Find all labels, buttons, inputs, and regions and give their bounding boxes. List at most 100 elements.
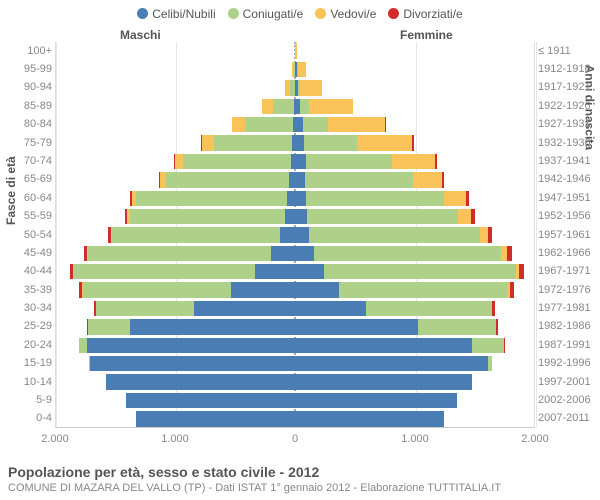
bar-female-divorziati — [385, 117, 386, 132]
bar-female-divorziati — [412, 135, 413, 150]
bar-female-vedovi — [296, 43, 297, 58]
age-row — [56, 263, 534, 281]
x-tick-label: 2.000 — [521, 433, 549, 445]
legend: Celibi/NubiliConiugati/eVedovi/eDivorzia… — [0, 6, 600, 21]
bar-female-celibi — [296, 227, 309, 242]
bar-female-coniugati — [303, 117, 328, 132]
bar-male-coniugati — [79, 338, 87, 353]
chart-title: Popolazione per età, sesso e stato civil… — [8, 464, 592, 480]
y-right-tick-label: 1947-1951 — [538, 191, 598, 206]
bar-male-divorziati — [70, 264, 74, 279]
bar-female-divorziati — [496, 319, 497, 334]
y-right-tick-label: 1982-1986 — [538, 319, 598, 334]
bar-female-coniugati — [300, 99, 308, 114]
bar-female-vedovi — [300, 80, 322, 95]
bar-female-vedovi — [357, 135, 412, 150]
y-right-tick-label: 1952-1956 — [538, 209, 598, 224]
bar-male-coniugati — [88, 246, 270, 261]
bar-female-celibi — [296, 411, 444, 426]
bar-female-celibi — [296, 319, 418, 334]
bar-male-divorziati — [84, 246, 88, 261]
y-left-tick-label: 0-4 — [4, 411, 52, 426]
bar-female-coniugati — [488, 356, 492, 371]
legend-label-vedovi: Vedovi/e — [330, 7, 376, 21]
bar-male-divorziati — [94, 301, 96, 316]
bar-male-coniugati — [166, 172, 290, 187]
y-left-tick-label: 85-89 — [4, 99, 52, 114]
legend-swatch-celibi — [137, 8, 148, 19]
y-right-tick-label: 2007-2011 — [538, 411, 598, 426]
bar-female-divorziati — [435, 154, 437, 169]
bar-female-coniugati — [306, 154, 392, 169]
age-row — [56, 79, 534, 97]
bar-female-coniugati — [472, 338, 503, 353]
chart-subtitle: COMUNE DI MAZARA DEL VALLO (TP) - Dati I… — [8, 482, 592, 494]
bar-female-celibi — [296, 135, 304, 150]
bar-male-celibi — [287, 191, 296, 206]
y-left-tick-label: 5-9 — [4, 393, 52, 408]
y-left-tick-label: 55-59 — [4, 209, 52, 224]
legend-label-celibi: Celibi/Nubili — [152, 7, 215, 21]
bar-male-vedovi — [132, 191, 136, 206]
age-row — [56, 97, 534, 115]
y-right-tick-label: 2002-2006 — [538, 393, 598, 408]
female-side-label: Femmine — [400, 28, 453, 42]
bar-male-divorziati — [79, 282, 82, 297]
bar-male-vedovi — [262, 99, 273, 114]
age-row — [56, 60, 534, 78]
age-row — [56, 171, 534, 189]
bar-male-coniugati — [96, 301, 194, 316]
bar-male-divorziati — [130, 191, 132, 206]
y-right-tick-label: 1922-1926 — [538, 99, 598, 114]
bar-male-celibi — [106, 374, 296, 389]
bar-female-vedovi — [392, 154, 435, 169]
y-left-tick-label: 70-74 — [4, 154, 52, 169]
bar-male-coniugati — [112, 227, 280, 242]
bar-male-celibi — [136, 411, 296, 426]
y-right-tick-label: 1997-2001 — [538, 375, 598, 390]
plot-area — [55, 42, 535, 428]
bar-female-divorziati — [507, 246, 512, 261]
bar-male-coniugati — [214, 135, 292, 150]
y-left-tick-label: 90-94 — [4, 80, 52, 95]
y-right-tick-label: 1967-1971 — [538, 264, 598, 279]
bar-female-coniugati — [339, 282, 508, 297]
bar-female-celibi — [296, 117, 303, 132]
bar-male-celibi — [289, 172, 296, 187]
bar-male-celibi — [255, 264, 296, 279]
bar-female-vedovi — [480, 227, 488, 242]
x-tick-label: 1.000 — [401, 433, 429, 445]
bar-female-vedovi — [298, 62, 306, 77]
bar-male-coniugati — [136, 191, 287, 206]
y-left-tick-label: 35-39 — [4, 283, 52, 298]
bar-female-vedovi — [444, 191, 466, 206]
y-left-tick-label: 60-64 — [4, 191, 52, 206]
bar-male-vedovi — [87, 246, 88, 261]
age-row — [56, 207, 534, 225]
bar-male-vedovi — [232, 117, 245, 132]
bar-male-celibi — [130, 319, 296, 334]
bar-female-divorziati — [471, 209, 475, 224]
y-right-tick-label: 1942-1946 — [538, 172, 598, 187]
bar-female-divorziati — [492, 301, 495, 316]
x-tick-label: 1.000 — [161, 433, 189, 445]
age-row — [56, 134, 534, 152]
y-right-tick-label: 1972-1976 — [538, 283, 598, 298]
bar-male-coniugati — [273, 99, 295, 114]
y-left-tick-label: 45-49 — [4, 246, 52, 261]
age-row — [56, 336, 534, 354]
bar-male-vedovi — [73, 264, 74, 279]
y-left-tick-label: 40-44 — [4, 264, 52, 279]
bar-male-divorziati — [125, 209, 127, 224]
bar-female-vedovi — [413, 172, 442, 187]
bar-male-coniugati — [74, 264, 255, 279]
bar-female-coniugati — [314, 246, 501, 261]
bar-female-divorziati — [488, 227, 492, 242]
bar-male-coniugati — [89, 356, 90, 371]
age-row — [56, 299, 534, 317]
bar-male-celibi — [231, 282, 296, 297]
y-left-tick-label: 100+ — [4, 44, 52, 59]
legend-swatch-divorziati — [388, 8, 399, 19]
bar-female-coniugati — [324, 264, 516, 279]
bar-female-celibi — [296, 301, 366, 316]
